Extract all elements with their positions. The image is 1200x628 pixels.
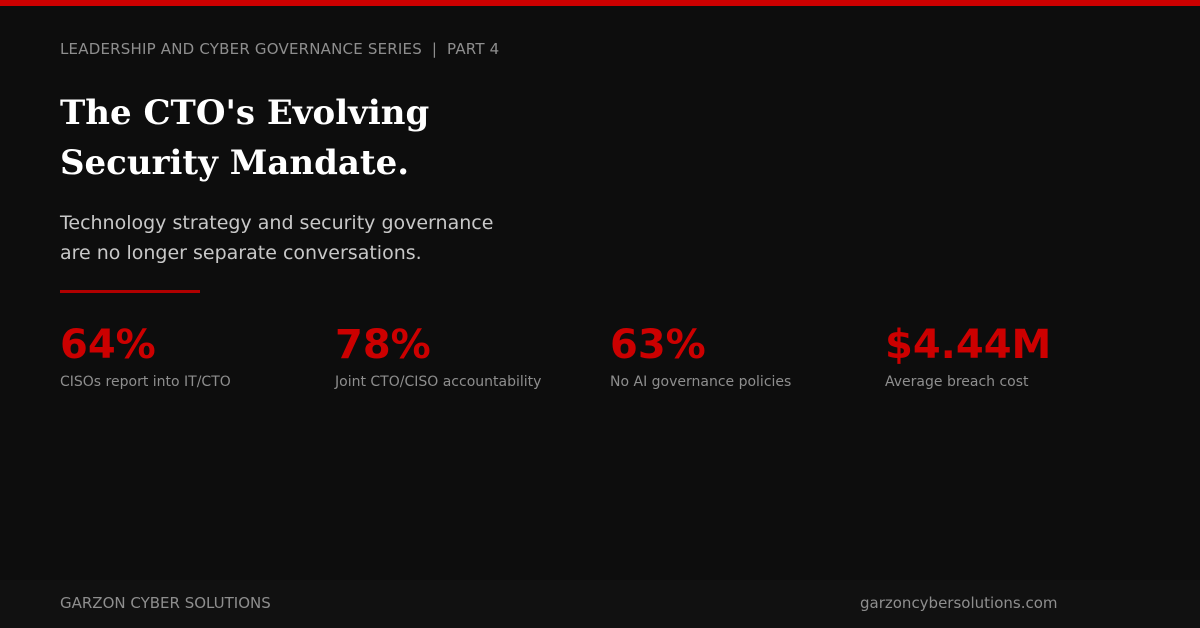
footer-website: garzoncybersolutions.com	[860, 594, 1058, 612]
series-label: LEADERSHIP AND CYBER GOVERNANCE SERIES |…	[60, 40, 500, 58]
stat-value: $4.44M	[885, 322, 1052, 368]
footer: GARZON CYBER SOLUTIONS garzoncybersoluti…	[0, 580, 1200, 628]
stat-label: No AI governance policies	[610, 374, 792, 390]
stat-value: 63%	[610, 322, 706, 368]
footer-brand: GARZON CYBER SOLUTIONS	[60, 594, 271, 612]
subtitle: Technology strategy and security governa…	[60, 208, 493, 268]
stat-value: 64%	[60, 322, 156, 368]
stat-breach-cost: $4.44M Average breach cost	[885, 320, 1155, 390]
subtitle-line-2: are no longer separate conversations.	[60, 242, 422, 264]
top-accent-bar	[0, 0, 1200, 6]
title-line-2: Security Mandate.	[60, 143, 410, 183]
stat-ai-governance: 63% No AI governance policies	[610, 320, 880, 390]
subtitle-line-1: Technology strategy and security governa…	[60, 212, 494, 234]
stat-value: 78%	[335, 322, 431, 368]
stat-label: Average breach cost	[885, 374, 1029, 390]
stat-label: CISOs report into IT/CTO	[60, 374, 231, 390]
page-title: The CTO's Evolving Security Mandate.	[60, 88, 429, 188]
accent-divider	[60, 290, 200, 293]
stat-joint-accountability: 78% Joint CTO/CISO accountability	[335, 320, 605, 390]
stat-cisos-report: 64% CISOs report into IT/CTO	[60, 320, 330, 390]
stat-label: Joint CTO/CISO accountability	[335, 374, 542, 390]
title-line-1: The CTO's Evolving	[60, 93, 430, 133]
